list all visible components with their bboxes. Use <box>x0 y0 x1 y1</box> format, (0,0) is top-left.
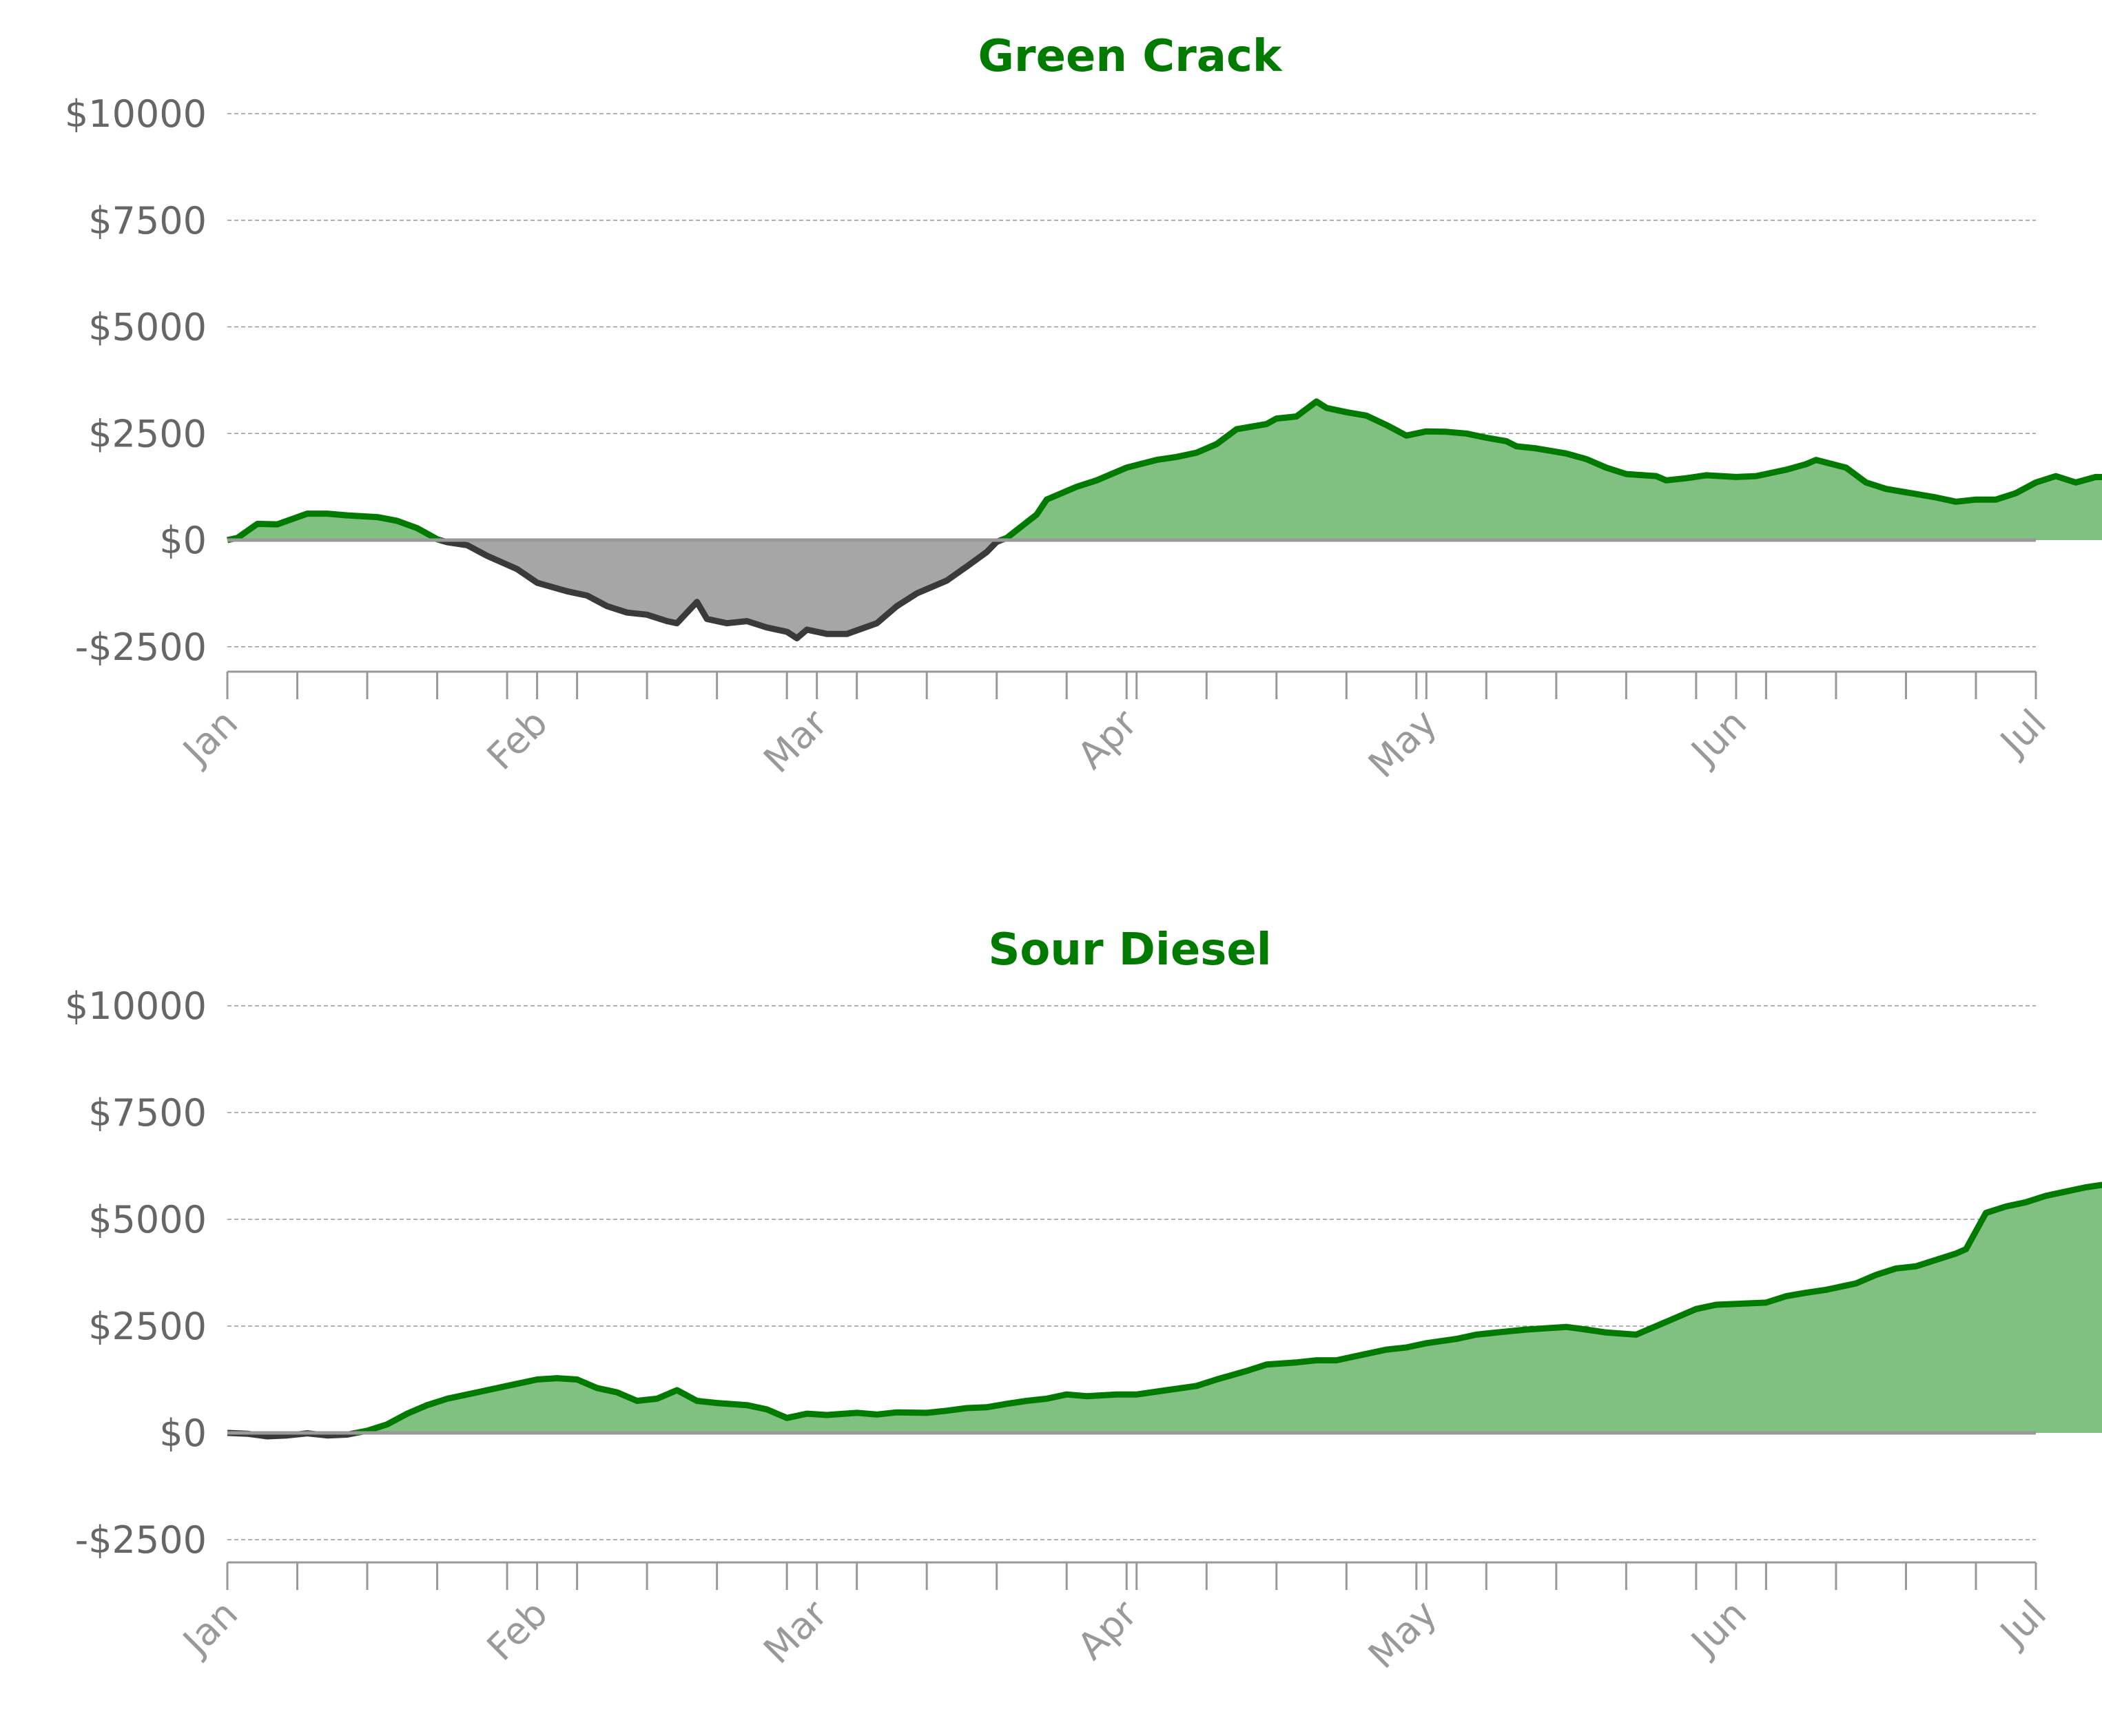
x-tick-label: Feb <box>479 1592 556 1669</box>
y-tick-label: -$2500 <box>75 626 207 669</box>
y-tick-label: $10000 <box>65 92 207 136</box>
x-tick-label: Jan <box>174 701 247 774</box>
chart-title: Green Crack <box>978 31 1283 82</box>
x-tick-label: Jun <box>1682 701 1755 774</box>
x-tick-label: Mar <box>755 1591 836 1672</box>
chart-sour-diesel: Sour Diesel -$2500 $0 $2500 $5000 $7500 $10000… <box>65 924 2102 1677</box>
x-tick-label: Jan <box>174 1592 247 1665</box>
x-tick-label: Apr <box>1069 701 1146 777</box>
y-tick-label: $5000 <box>88 306 207 349</box>
chart-title: Sour Diesel <box>988 924 1271 975</box>
chart-green-crack: Green Crack -$2500 $0 $2500 $5000 $7500 $10000… <box>65 31 2102 786</box>
x-tick-label: Jul <box>1990 1592 2054 1656</box>
x-tick-label: Mar <box>755 701 836 781</box>
y-tick-label: $2500 <box>88 412 207 455</box>
x-tick-label: Jun <box>1682 1592 1755 1665</box>
series-line-negative <box>439 537 1002 641</box>
series-line-positive <box>356 1181 2102 1436</box>
x-tick-label: Jul <box>1990 701 2054 765</box>
y-tick-label: $7500 <box>88 1091 207 1135</box>
x-tick-label: May <box>1360 1592 1445 1677</box>
y-tick-label: $5000 <box>88 1198 207 1241</box>
y-tick-label: $0 <box>159 1412 207 1455</box>
series-line-positive <box>1000 398 2102 544</box>
negative-area <box>440 540 1002 639</box>
y-tick-label: -$2500 <box>75 1518 207 1562</box>
y-tick-label: $10000 <box>65 984 207 1028</box>
positive-area <box>1001 401 2102 540</box>
y-tick-label: $7500 <box>88 199 207 242</box>
series-line-positive <box>227 510 441 544</box>
x-tick-label: Feb <box>479 701 556 778</box>
positive-area <box>356 1185 2102 1433</box>
y-tick-label: $2500 <box>88 1305 207 1348</box>
y-tick-label: $0 <box>159 519 207 562</box>
x-tick-label: Apr <box>1069 1591 1146 1668</box>
x-tick-label: May <box>1360 701 1445 786</box>
